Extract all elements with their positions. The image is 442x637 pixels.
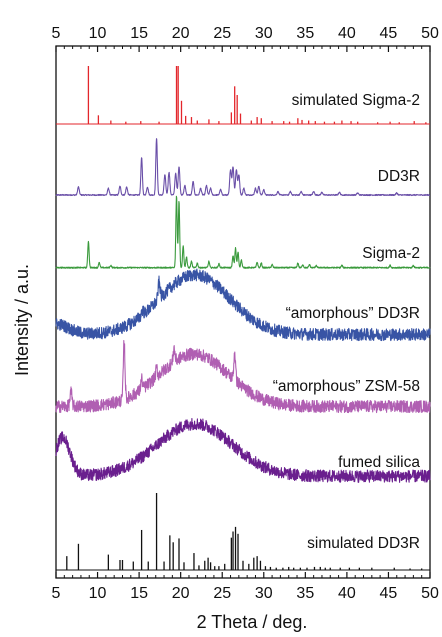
top-tick-label: 25 (213, 25, 231, 42)
bottom-tick-label: 45 (380, 585, 398, 602)
bottom-tick-label: 40 (338, 585, 356, 602)
y-axis-title: Intensity / a.u. (12, 264, 32, 376)
bottom-tick-label: 30 (255, 585, 273, 602)
bottom-tick-label: 5 (52, 585, 61, 602)
diffraction-pattern (55, 268, 431, 342)
x-axis-title: 2 Theta / deg. (197, 612, 308, 632)
top-tick-label: 40 (338, 25, 356, 42)
series-4 (55, 268, 431, 342)
bottom-tick-label: 35 (296, 585, 314, 602)
series-label: “amorphous” ZSM-58 (273, 378, 420, 395)
top-tick-label: 20 (172, 25, 190, 42)
series-6 (55, 417, 431, 483)
series-layer (55, 66, 431, 571)
top-tick-label: 30 (255, 25, 273, 42)
series-3 (55, 195, 431, 269)
series-5 (55, 339, 431, 414)
top-tick-label: 5 (52, 25, 61, 42)
bottom-tick-label: 50 (421, 585, 439, 602)
top-tick-label: 10 (89, 25, 107, 42)
series-2 (55, 138, 431, 197)
diffraction-pattern (55, 339, 431, 414)
series-label: Sigma-2 (362, 245, 420, 262)
bottom-x-axis: 5 10 15 20 25 30 35 40 45 50 (52, 572, 439, 602)
bottom-tick-label: 20 (172, 585, 190, 602)
top-tick-label: 50 (421, 25, 439, 42)
top-tick-label: 15 (130, 25, 148, 42)
top-x-axis: 5 10 15 20 25 30 35 40 45 50 (52, 25, 439, 52)
series-labels: simulated Sigma-2 DD3R Sigma-2 “amorphous” … (273, 92, 421, 552)
top-tick-label: 45 (380, 25, 398, 42)
series-label: fumed silica (338, 454, 420, 471)
series-label: “amorphous” DD3R (286, 305, 420, 322)
plot-border (55, 45, 431, 579)
diffraction-pattern (55, 195, 431, 269)
series-7 (56, 493, 430, 571)
bottom-tick-label: 25 (213, 585, 231, 602)
series-label: DD3R (378, 168, 420, 185)
bottom-tick-label: 10 (89, 585, 107, 602)
series-label: simulated Sigma-2 (292, 92, 420, 109)
diffraction-pattern (55, 138, 431, 197)
plot-frame (55, 45, 431, 579)
top-tick-label: 35 (296, 25, 314, 42)
diffraction-pattern (55, 417, 431, 483)
series-1 (56, 66, 430, 125)
bottom-tick-label: 15 (130, 585, 148, 602)
series-label: simulated DD3R (307, 535, 420, 552)
